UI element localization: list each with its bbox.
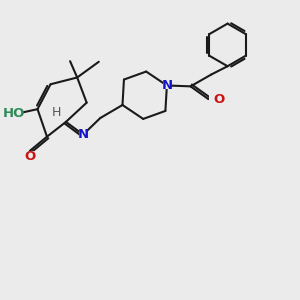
Text: H: H [52, 106, 61, 119]
Text: HO: HO [3, 107, 26, 120]
Bar [208, 95, 217, 103]
Bar [163, 82, 171, 89]
Text: N: N [161, 79, 172, 92]
Text: N: N [77, 128, 89, 141]
Bar [79, 131, 87, 139]
Bar [7, 110, 22, 118]
Text: O: O [24, 150, 35, 163]
Bar [26, 152, 34, 159]
Text: O: O [214, 93, 225, 106]
